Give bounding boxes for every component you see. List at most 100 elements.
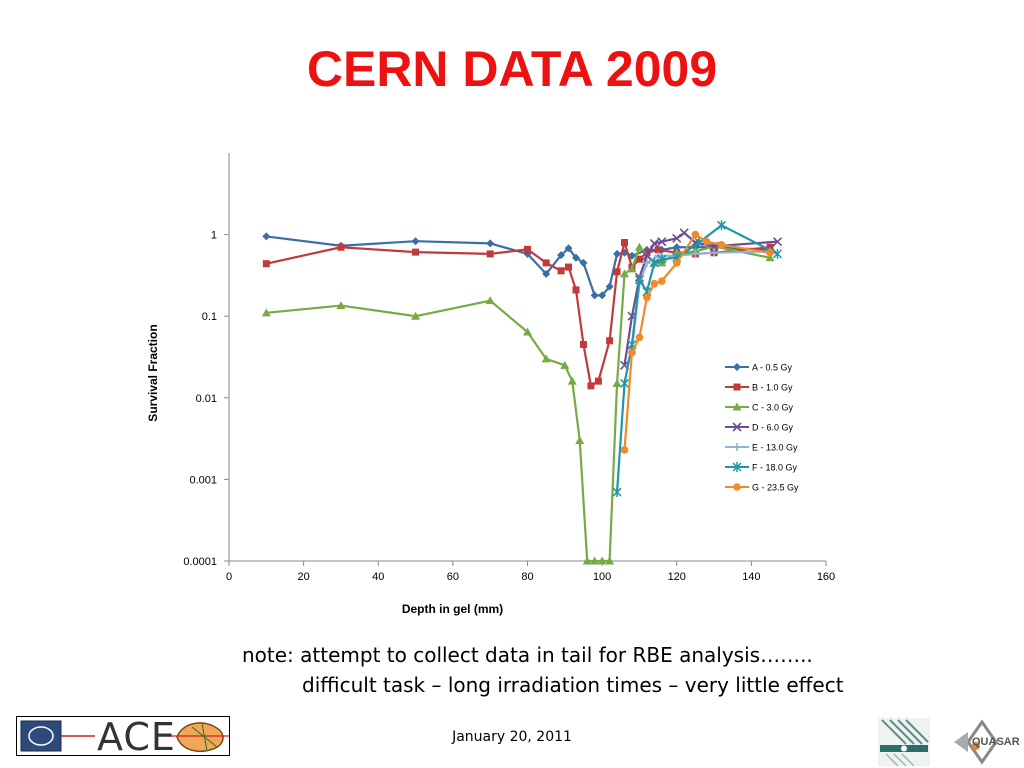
data-point-series-6 — [772, 248, 783, 259]
legend-entry: A - 0.5 Gy — [752, 363, 793, 373]
data-point-series-7 — [650, 279, 659, 288]
data-point-series-3 — [582, 556, 592, 565]
data-point-series-2 — [542, 259, 550, 267]
data-point-series-7 — [717, 240, 726, 249]
x-axis-label: Depth in gel (mm) — [402, 602, 503, 616]
x-tick-label: 40 — [372, 571, 384, 583]
data-point-series-5 — [710, 248, 719, 257]
x-tick-label: 100 — [593, 571, 611, 583]
data-point-series-3 — [620, 269, 630, 278]
data-point-series-1 — [411, 237, 420, 246]
legend-entry: E - 13.0 Gy — [752, 443, 798, 453]
ace-logo-text: ACE — [97, 715, 176, 759]
legend-marker — [733, 483, 741, 491]
x-tick-label: 20 — [298, 571, 310, 583]
data-point-series-3 — [523, 327, 532, 336]
data-point-series-3 — [560, 360, 570, 369]
data-point-series-1 — [590, 291, 599, 300]
data-point-series-2 — [643, 249, 651, 257]
data-point-series-3 — [612, 378, 622, 387]
data-point-series-1 — [523, 249, 532, 258]
legend-entry: B - 1.0 Gy — [752, 383, 793, 393]
data-point-series-6 — [657, 254, 667, 265]
data-point-series-4 — [679, 228, 689, 238]
data-point-series-1 — [613, 249, 622, 258]
data-point-series-3 — [575, 435, 585, 444]
x-tick-label: 120 — [668, 571, 686, 583]
data-point-series-7 — [620, 446, 629, 454]
quasar-logo-graphic — [954, 719, 998, 765]
data-point-series-5 — [642, 258, 651, 267]
data-point-series-7 — [672, 259, 681, 267]
data-point-series-3 — [336, 301, 346, 310]
x-tick-label: 0 — [226, 571, 232, 583]
data-point-series-3 — [567, 376, 577, 385]
data-point-series-2 — [565, 263, 573, 271]
footer-date: January 20, 2011 — [452, 729, 572, 745]
y-tick-label: 0.0001 — [183, 556, 217, 568]
legend-entry: C - 3.0 Gy — [752, 403, 794, 413]
data-point-series-2 — [587, 382, 595, 390]
data-point-series-2 — [594, 377, 602, 385]
data-point-series-2 — [486, 250, 494, 258]
data-point-series-1 — [572, 253, 581, 262]
data-point-series-1 — [262, 232, 271, 241]
series-line-2 — [266, 241, 771, 387]
data-point-series-1 — [579, 258, 588, 267]
quasar-logo-text: QUASAR — [972, 736, 1020, 748]
data-point-series-6 — [634, 274, 644, 285]
legend-entry: D - 6.0 Gy — [752, 423, 794, 433]
data-point-series-4 — [642, 251, 652, 261]
x-tick-label: 160 — [817, 571, 835, 583]
data-point-series-3 — [597, 556, 607, 565]
data-point-series-3 — [605, 556, 615, 565]
legend-marker — [733, 443, 741, 451]
data-point-series-2 — [606, 337, 614, 345]
ace-logo-graphic — [20, 720, 229, 752]
y-tick-label: 0.01 — [196, 393, 217, 405]
legend-entry: F - 18.0 Gy — [752, 463, 798, 473]
data-point-series-3 — [590, 556, 600, 565]
data-point-series-6 — [716, 220, 727, 231]
data-point-series-5 — [691, 249, 700, 258]
data-point-series-2 — [572, 286, 580, 294]
data-point-series-7 — [643, 293, 651, 302]
data-point-series-2 — [621, 239, 629, 247]
stripes-logo — [878, 718, 930, 766]
data-point-series-3 — [627, 264, 637, 273]
data-point-series-3 — [411, 311, 421, 320]
data-point-series-2 — [524, 245, 531, 253]
data-point-series-2 — [766, 243, 774, 251]
data-point-series-4 — [772, 237, 783, 247]
data-point-series-7 — [658, 277, 666, 285]
data-point-series-7 — [635, 333, 644, 342]
data-point-series-6 — [612, 487, 622, 498]
quasar-logo: QUASAR — [950, 718, 1020, 766]
legend-marker — [732, 422, 742, 432]
data-point-series-3 — [765, 253, 775, 262]
data-point-series-1 — [557, 251, 566, 260]
legend-marker — [733, 363, 741, 371]
data-point-series-2 — [337, 243, 345, 251]
data-point-series-2 — [654, 246, 662, 254]
data-point-series-7 — [702, 237, 711, 246]
data-point-series-2 — [635, 255, 643, 263]
legend-marker — [732, 402, 742, 411]
data-point-series-3 — [261, 308, 271, 317]
data-point-series-1 — [598, 291, 607, 300]
data-point-series-3 — [485, 296, 495, 305]
y-tick-label: 0.1 — [202, 311, 217, 323]
data-point-series-2 — [557, 267, 565, 275]
data-point-series-7 — [628, 348, 636, 357]
y-axis-label: Survival Fraction — [146, 324, 160, 421]
data-point-series-7 — [691, 230, 700, 239]
data-point-series-3 — [541, 354, 551, 363]
slide-title: CERN DATA 2009 — [306, 41, 718, 97]
series-line-3 — [266, 245, 771, 563]
data-point-series-2 — [262, 260, 270, 268]
data-point-series-2 — [579, 340, 587, 348]
y-tick-label: 1 — [211, 230, 217, 242]
legend-marker — [733, 383, 741, 391]
data-point-series-2 — [613, 268, 621, 276]
data-point-series-6 — [619, 378, 630, 389]
